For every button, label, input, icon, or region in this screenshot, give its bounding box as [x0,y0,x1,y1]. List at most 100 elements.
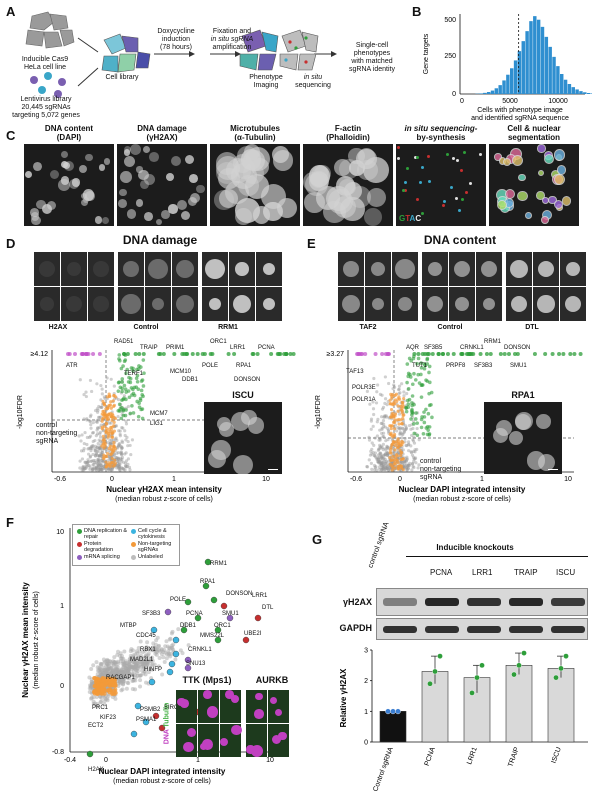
hit-point-top [255,352,260,356]
scatter-point [113,455,118,459]
scatter-point [128,468,132,472]
nontargeting-point [391,458,395,462]
scatter-point [119,450,123,454]
hit-point [129,386,134,390]
e-gene-label: SF3B3 [474,363,493,369]
d-gene-label: DDB1 [182,377,199,383]
scatter-point [384,463,389,467]
scatter-point [405,392,409,396]
scatter-point [380,454,384,458]
f-unlabeled-point [150,655,155,660]
scatter-point [95,452,99,456]
nontargeting-point [100,444,104,448]
d-gene-label: TERF1 [124,371,144,377]
hit-point-top [210,352,215,356]
hit-point-top [284,352,289,356]
nontargeting-point [107,446,111,451]
scatter-point [115,451,119,455]
f-unlabeled-point [95,704,100,709]
scatter-point [379,452,383,456]
nontargeting-point [397,417,401,422]
hit-point [118,385,123,390]
scatter-point [392,383,396,387]
nontargeting-point [399,466,404,470]
scatter-point [411,426,415,431]
hit-point [141,384,146,388]
scatter-point [378,392,383,396]
f-unlabeled-point [118,671,123,676]
nontargeting-point [111,431,115,435]
c-cell-blob [144,212,154,221]
b-ytick-250: 250 [444,53,456,60]
c-title-1: DNA damage (γH2AX) [137,124,187,142]
scatter-point [413,457,417,461]
c-cell-blob [450,186,454,190]
hit-point [410,407,414,412]
scatter-point [100,468,104,472]
f-nontargeting-point [97,677,102,682]
scatter-point [380,445,385,450]
f-unlabeled-point [158,649,163,654]
f-nontargeting-point [95,691,100,696]
f-highlight-point [184,598,192,606]
f-xlabel2: (median robust z-score of cells) [113,778,211,785]
scatter-point [96,408,100,412]
nontargeting-point [100,427,104,431]
c-cell-blob [496,199,508,211]
scatter-point [387,381,391,386]
f-highlight-point [184,656,192,664]
f-unlabeled-point [154,638,159,643]
nontargeting-point [399,453,403,458]
f-unlabeled-point [128,649,133,654]
inset-nucleus [230,411,251,432]
f-legend-text: Protein degradation [84,541,114,553]
nontargeting-point [388,462,392,466]
hit-point [405,398,410,403]
scatter-point [381,419,386,423]
scatter-point [112,384,116,388]
f-unlabeled-point [89,666,94,671]
hit-point-top [515,352,520,356]
scatter-point [98,454,102,458]
scatter-point [109,467,113,472]
scatter-point [412,465,416,470]
scatter-point [387,429,391,434]
scatter-point [96,442,100,446]
scatter-point [379,464,384,468]
hit-point-top [141,352,146,356]
thumbnail-cell [229,287,255,321]
nontargeting-point [389,415,393,419]
scatter-point [78,459,82,463]
scatter-point [406,443,411,447]
scatter-point [109,377,113,381]
scatter-point [88,455,92,459]
f-inset-cell [246,690,267,723]
scatter-point [375,434,380,438]
hit-point-top [502,352,507,356]
c-cell-blob [276,197,298,219]
scatter-point [368,453,373,457]
f-unlabeled-point [91,663,96,668]
f-legend-swatch [131,542,136,547]
cell-library-icon [101,33,151,73]
nontargeting-point [394,392,398,396]
scatter-point [118,466,122,470]
c-cell-blob [536,191,545,200]
scatter-point [123,433,127,438]
c-cell-blob [367,187,387,207]
scatter-point [379,460,383,464]
hit-point [135,379,140,384]
nontargeting-point [389,448,393,452]
scatter-point [84,394,88,399]
hela-cells-icon [25,11,75,49]
scatter-point [373,451,378,455]
scatter-point [381,464,386,469]
scatter-point [125,435,129,439]
hit-point [140,407,145,411]
scatter-point [409,427,413,431]
hit-point [128,380,133,385]
scatter-point [380,421,384,426]
c-title-5: Cell & nuclear segmentation [507,124,561,142]
scatter-point [92,466,96,470]
scatter-point [369,419,373,423]
